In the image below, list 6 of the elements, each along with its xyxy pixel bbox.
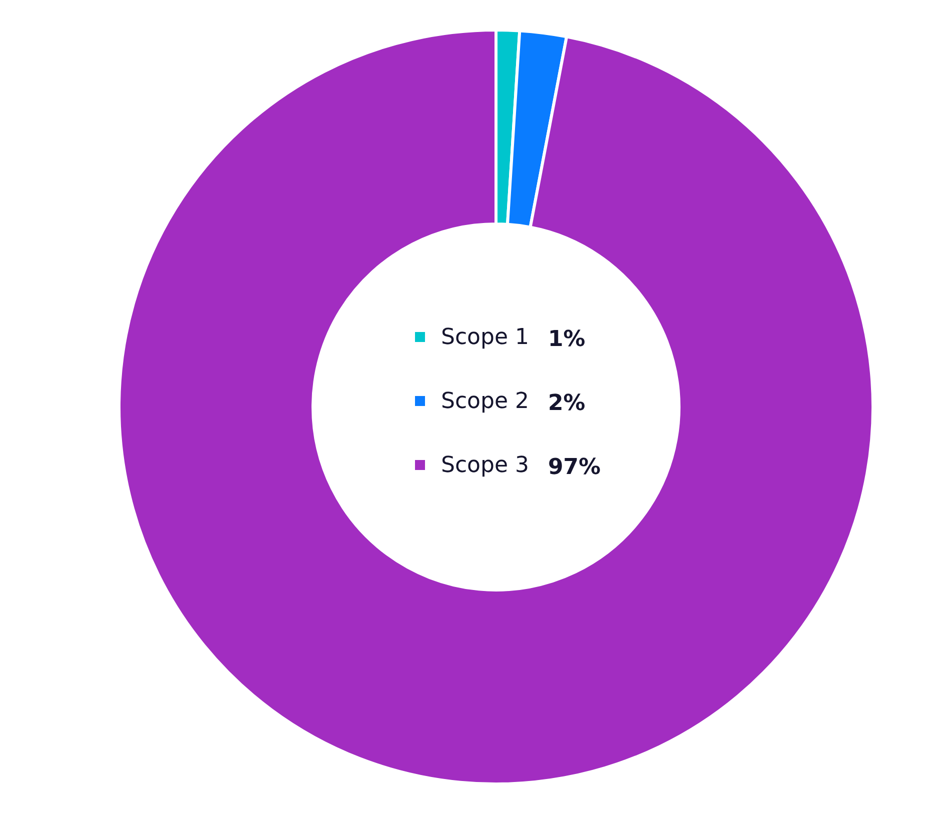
data-label: 1% bbox=[548, 327, 586, 352]
legend-label: Scope 2 bbox=[441, 389, 530, 414]
data-label: 2% bbox=[548, 391, 586, 416]
data-label: 97% bbox=[548, 455, 601, 480]
legend-label: Scope 3 bbox=[441, 453, 530, 478]
legend-label: Scope 1 bbox=[441, 325, 530, 350]
